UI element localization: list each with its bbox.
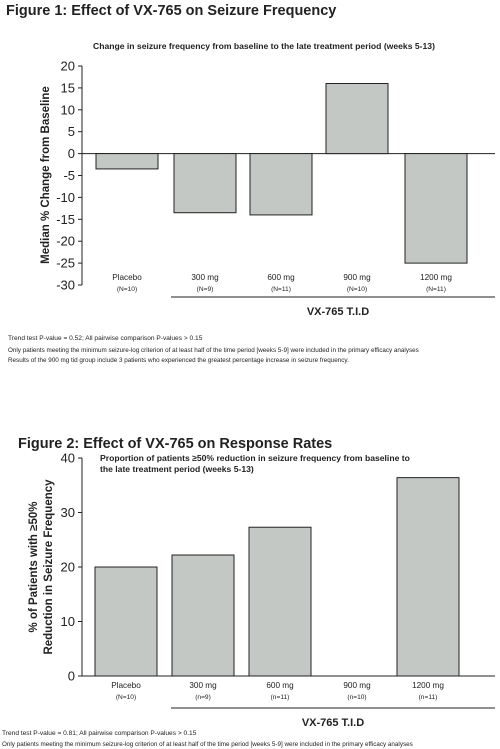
- figure1-bar-600-mg: [249, 153, 313, 216]
- figure2-category-n-label: (n=11): [419, 694, 438, 701]
- figure1-y-tick-label: 15: [61, 80, 75, 95]
- figure2-note-1: Trend test P-value = 0.81; All pairwise …: [2, 730, 197, 737]
- figure1-category-label: 600 mg: [267, 273, 295, 282]
- figure1-bar-900-mg: [325, 83, 389, 155]
- figure2-subtitle-line1: Proportion of patients ≥50% reduction in…: [100, 453, 410, 463]
- figure2-title: Figure 2: Effect of VX-765 on Response R…: [18, 436, 332, 452]
- figure1-y-tick-label: -25: [56, 256, 75, 271]
- figure1-y-tick-label: 5: [68, 124, 75, 139]
- figure1-subtitle: Change in seizure frequency from baselin…: [93, 41, 435, 51]
- figure2-note-2: Only patients meeting the minimum seizur…: [2, 741, 413, 748]
- figure2-bars: [94, 477, 460, 677]
- figure1-category-label: 1200 mg: [420, 273, 452, 282]
- figure2-y-axis-label-line1: % of Patients with ≥50%: [28, 502, 40, 633]
- figure2-category-label: Placebo: [111, 681, 141, 690]
- figure2-category-n-label: (N=10): [116, 694, 136, 701]
- figure2-category-n-label: (n=10): [347, 694, 366, 701]
- figure1-x-tick-labels: Placebo (N=10) 300 mg (N=9) 600 mg (N=11) 900 …: [112, 273, 452, 293]
- figure1-category-label: 900 mg: [343, 273, 371, 282]
- figure2-y-tick-labels: 40 30 20 10 0: [61, 451, 75, 684]
- figure1-y-tick-label: -5: [63, 168, 75, 183]
- figure1-y-tick-labels: 20 15 10 5 0 -5 -10 -15 -20 -25 -30: [56, 59, 75, 293]
- figure1-y-axis-label: Median % Change from Baseline: [40, 86, 52, 264]
- figure2-category-label: 1200 mg: [412, 681, 444, 690]
- figure1-note-1: Trend test P-value = 0.52; All pairwise …: [8, 335, 203, 342]
- figure2-category-label: 600 mg: [266, 681, 294, 690]
- figure1-category-n-label: (N=10): [347, 286, 367, 293]
- figure2-y-tick-label: 20: [61, 560, 75, 575]
- figure2-y-tick-label: 10: [61, 614, 75, 629]
- figure2-subtitle-line2: the late treatment period (weeks 5-13): [100, 464, 254, 474]
- figure1-bar-300-mg: [173, 153, 237, 214]
- figure1-y-tick-label: -15: [56, 212, 75, 227]
- figure1-category-n-label: (N=9): [197, 286, 214, 293]
- figure1-bar-placebo: [95, 153, 159, 170]
- figure1-bars: [95, 83, 468, 264]
- figure2-bar-1200-mg: [396, 477, 460, 677]
- figure2-bar-300-mg: [171, 554, 235, 677]
- figure1-category-n-label: (N=11): [271, 286, 291, 293]
- figure1-note-2: Only patients meeting the minimum seizur…: [8, 347, 419, 354]
- figure2-category-n-label: (n=9): [195, 694, 211, 701]
- figure2-y-axis-label-line2: Reduction in Seizure Frequency: [43, 479, 55, 655]
- figure1-y-tick-label: 10: [61, 102, 75, 117]
- figure1-group-label: VX-765 T.I.D: [307, 306, 369, 318]
- figure1-title: Figure 1: Effect of VX-765 on Seizure Fr…: [6, 3, 336, 19]
- figure2-category-label: 300 mg: [189, 681, 217, 690]
- figure1-y-tick-label: -20: [56, 234, 75, 249]
- figure2-bar-600-mg: [248, 526, 312, 677]
- figure2-y-tick-label: 40: [61, 451, 75, 466]
- figure1-category-label: Placebo: [112, 273, 142, 282]
- figure1-y-tick-label: 20: [61, 59, 75, 74]
- figure1-bar-1200-mg: [404, 153, 468, 264]
- figure2-bar-placebo: [94, 566, 158, 677]
- figure2-category-n-label: (n=11): [271, 694, 290, 701]
- figure2-y-tick-label: 0: [68, 669, 75, 684]
- figure2-category-label: 900 mg: [343, 681, 371, 690]
- figure2-y-tick-label: 30: [61, 505, 75, 520]
- figure1-y-tick-label: 0: [68, 146, 75, 161]
- figure1-category-label: 300 mg: [191, 273, 219, 282]
- figure2-x-tick-labels: Placebo (N=10) 300 mg (n=9) 600 mg (n=11) 900 …: [111, 681, 444, 701]
- figure1-note-3: Results of the 900 mg tid group include …: [8, 357, 349, 364]
- figure1-category-n-label: (N=10): [117, 286, 137, 293]
- figure1-category-n-label: (N=11): [426, 286, 446, 293]
- figure1-y-tick-label: -30: [56, 278, 75, 293]
- figure1-y-tick-label: -10: [56, 190, 75, 205]
- figure2-group-label: VX-765 T.I.D: [302, 717, 364, 729]
